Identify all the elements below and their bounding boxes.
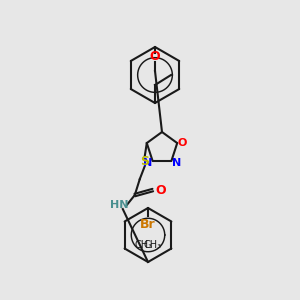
Text: HN: HN [110, 200, 128, 210]
Text: N: N [143, 158, 152, 168]
Text: N: N [172, 158, 181, 168]
Text: CH₃: CH₃ [143, 241, 161, 250]
Text: Br: Br [140, 218, 156, 230]
Text: O: O [178, 138, 187, 148]
Text: CH₃: CH₃ [135, 241, 153, 250]
Text: S: S [140, 154, 149, 168]
Text: O: O [150, 50, 160, 64]
Text: O: O [155, 184, 166, 196]
